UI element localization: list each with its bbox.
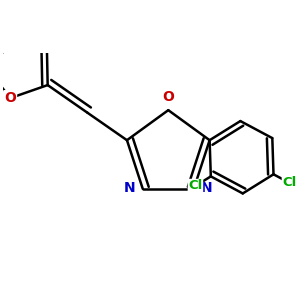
Text: Cl: Cl <box>282 176 297 189</box>
Text: O: O <box>4 91 16 105</box>
Text: Cl: Cl <box>188 179 203 193</box>
Text: N: N <box>201 181 213 195</box>
Text: N: N <box>124 181 136 195</box>
Text: O: O <box>162 89 174 103</box>
